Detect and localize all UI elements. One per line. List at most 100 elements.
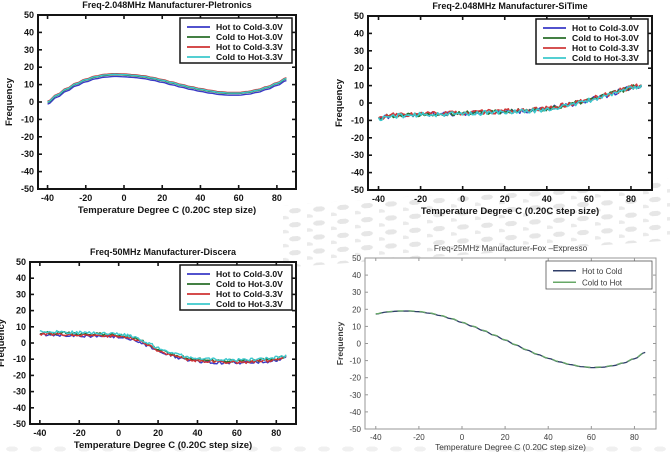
pletronics-series-group: [47, 72, 287, 105]
pletronics-ytick-label: 30: [24, 45, 34, 55]
discera-ytick-label: 20: [16, 306, 26, 316]
pletronics-xtick-label: 0: [121, 193, 126, 203]
chart-fox-expresso: -40 -20 0 20 40 60 80 -50 -40 -30 -20 -10 0 10 20 30 40 5…: [335, 244, 657, 452]
sitime-series-line: [377, 84, 643, 122]
discera-xtick-label: 0: [116, 428, 121, 438]
fox-expresso-series-line: [375, 310, 646, 368]
pletronics-xtick-label: 20: [157, 193, 167, 203]
pletronics-legend-label: Cold to Hot-3.3V: [216, 52, 283, 62]
pletronics-title: Freq-2.048MHz Manufacturer-Pletronics: [82, 0, 252, 10]
pletronics-ytick-label: -40: [21, 167, 34, 177]
discera-xtick-label: -20: [73, 428, 86, 438]
sitime-ylabel: Frequency: [335, 78, 345, 127]
pletronics-series-line: [47, 73, 287, 103]
fox-expresso-ytick-label: 40: [352, 271, 361, 280]
sitime-ytick-label: 20: [354, 63, 364, 73]
chart-discera: -40 -20 0 20 40 60 80 -50 -40 -30 -20 -10 0 10 20 30 40 5…: [0, 247, 297, 451]
discera-xtick-label: 40: [192, 428, 202, 438]
fox-expresso-xtick-label: 60: [587, 433, 596, 442]
fox-expresso-xtick-label: 20: [501, 433, 510, 442]
fox-expresso-xtick-label: 80: [630, 433, 639, 442]
fox-expresso-ytick-label: 10: [352, 322, 361, 331]
discera-xtick-label: -40: [33, 428, 46, 438]
fox-expresso-ytick-label: -20: [349, 374, 361, 383]
pletronics-ytick-label: 40: [24, 27, 34, 37]
fox-expresso-xtick-label: 0: [460, 433, 465, 442]
discera-ytick-label: 40: [16, 273, 26, 283]
sitime-ytick-label: -30: [351, 150, 364, 160]
sitime-xtick-label: 0: [460, 194, 465, 204]
fox-expresso-legend-label: Hot to Cold: [582, 267, 622, 276]
sitime-legend-label: Hot to Cold-3.0V: [572, 23, 639, 33]
fox-expresso-ytick-label: 20: [352, 305, 361, 314]
discera-legend-label: Cold to Hot-3.0V: [216, 279, 283, 289]
sitime-title: Freq-2.048MHz Manufacturer-SiTime: [432, 1, 587, 11]
fox-expresso-series-group: [375, 310, 646, 369]
fox-expresso-legend: Hot to Cold Cold to Hot: [545, 260, 653, 290]
pletronics-ytick-label: -30: [21, 149, 34, 159]
fox-expresso-xtick-label: 40: [544, 433, 553, 442]
sitime-legend-label: Cold to Hot-3.3V: [572, 53, 639, 63]
pletronics-ytick-label: 50: [24, 10, 34, 20]
fox-expresso-ytick-label: -50: [349, 425, 361, 434]
discera-ylabel: Frequency: [0, 318, 7, 367]
discera-series-line: [39, 331, 287, 365]
pletronics-xtick-label: 40: [195, 193, 205, 203]
sitime-xtick-label: 60: [584, 194, 594, 204]
pletronics-xtick-label: -40: [41, 193, 54, 203]
discera-xlabel: Temperature Degree C (0.20C step size): [74, 440, 252, 451]
discera-ytick-label: -50: [13, 419, 26, 429]
fox-expresso-ytick-label: -30: [349, 391, 361, 400]
sitime-ytick-label: 30: [354, 46, 364, 56]
sitime-xlabel: Temperature Degree C (0.20C step size): [421, 206, 599, 217]
discera-legend-label: Hot to Cold-3.3V: [216, 289, 283, 299]
fox-expresso-ylabel: Frequency: [335, 322, 345, 366]
sitime-ytick-label: 10: [354, 81, 364, 91]
pletronics-legend-label: Hot to Cold-3.3V: [216, 42, 283, 52]
fox-expresso-ytick-label: 50: [352, 254, 361, 263]
sitime-xtick-label: 80: [626, 194, 636, 204]
fox-expresso-title: Freq-25MHz Manufacturer-Fox –Expresso: [434, 244, 588, 253]
discera-legend-label: Hot to Cold-3.0V: [216, 269, 283, 279]
fox-expresso-legend-label: Cold to Hot: [582, 278, 623, 287]
pletronics-ytick-label: -10: [21, 114, 34, 124]
pletronics-series-line: [47, 75, 287, 105]
pletronics-ytick-label: 20: [24, 62, 34, 72]
discera-ytick-label: -30: [13, 387, 26, 397]
fox-expresso-ytick-label: 0: [357, 340, 362, 349]
discera-xtick-label: 20: [153, 428, 163, 438]
discera-title: Freq-50MHz Manufacturer-Discera: [90, 247, 237, 257]
discera-ytick-label: -40: [13, 403, 26, 413]
sitime-legend-label: Hot to Cold-3.3V: [572, 43, 639, 53]
pletronics-xtick-label: -20: [79, 193, 92, 203]
fox-expresso-xtick-label: -40: [370, 433, 382, 442]
sitime-legend-label: Cold to Hot-3.0V: [572, 33, 639, 43]
sitime-ytick-label: 50: [354, 11, 364, 21]
sitime-xtick-label: -40: [372, 194, 385, 204]
discera-xtick-label: 60: [232, 428, 242, 438]
pletronics-xlabel: Temperature Degree C (0.20C step size): [78, 205, 256, 216]
sitime-ytick-label: -50: [351, 185, 364, 195]
sitime-xtick-label: 40: [542, 194, 552, 204]
discera-ytick-label: 50: [16, 257, 26, 267]
pletronics-ytick-label: 10: [24, 80, 34, 90]
discera-legend-label: Cold to Hot-3.3V: [216, 299, 283, 309]
sitime-ytick-label: -20: [351, 133, 364, 143]
chart-sitime: -40 -20 0 20 40 60 80 -50 -40 -30 -20 -10 0 10 20 30 40 5…: [335, 1, 653, 217]
discera-plot-frame: [29, 261, 297, 425]
discera-ytick-label: -10: [13, 354, 26, 364]
discera-ytick-label: 10: [16, 322, 26, 332]
discera-series-group: [39, 329, 287, 365]
pletronics-ytick-label: -50: [21, 184, 34, 194]
pletronics-legend-label: Hot to Cold-3.0V: [216, 22, 283, 32]
discera-series-line: [39, 329, 287, 362]
discera-xtick-label: 80: [271, 428, 281, 438]
sitime-ytick-label: 0: [359, 98, 364, 108]
pletronics-xtick-label: 80: [272, 193, 282, 203]
sitime-xtick-label: 20: [500, 194, 510, 204]
sitime-xtick-label: -20: [414, 194, 427, 204]
discera-ytick-label: 30: [16, 289, 26, 299]
